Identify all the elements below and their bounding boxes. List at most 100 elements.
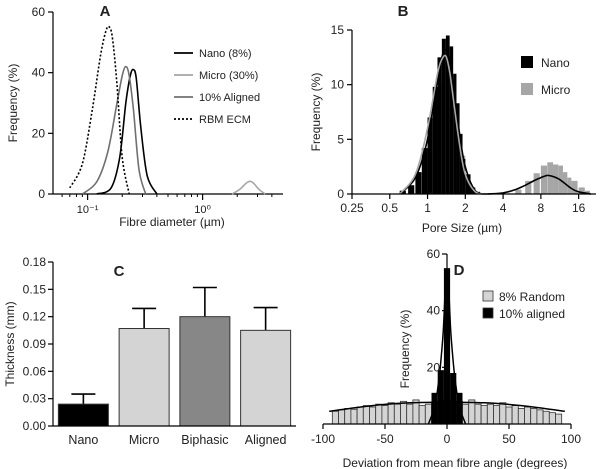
panel-b-bar <box>456 103 460 194</box>
panel-d-bar-random <box>555 413 563 425</box>
panel-a-series-line <box>96 68 158 195</box>
panel-a-y-tick-label: 40 <box>32 66 46 80</box>
panel-b-legend-label: Nano <box>541 56 570 70</box>
panel-d-bar-random <box>393 403 401 425</box>
panel-d-bar-random <box>344 408 352 425</box>
panel-c-x-tick-label: Aligned <box>245 433 287 447</box>
panel-b-x-tick-label: 1 <box>424 201 431 215</box>
panel-a-series-line <box>69 25 130 195</box>
panel-d-x-tick-label: 0 <box>444 432 451 446</box>
panel-a-series-line <box>231 180 266 195</box>
panel-b-bar <box>421 148 428 194</box>
panel-c-y-tick-label: 0.12 <box>23 310 47 324</box>
panel-b-x-tick-label: 0.5 <box>381 201 398 215</box>
panel-d-bar-random <box>548 412 556 425</box>
panel-d-x-tick-label: 100 <box>561 432 581 446</box>
panel-d-bar-random <box>400 400 408 425</box>
panel-b-bar <box>553 164 559 194</box>
panel-b-bar <box>465 174 471 194</box>
panel-b-fit-curve <box>399 48 488 195</box>
panel-d-bar-random <box>338 409 346 425</box>
panel-d-bar-random <box>412 399 420 425</box>
panel-b-y-tick-label: 15 <box>331 23 345 37</box>
panel-d-legend-label: 10% aligned <box>499 307 565 321</box>
panel-label-c: C <box>114 263 125 280</box>
panel-d-bar-aligned <box>437 370 444 424</box>
panel-c-y-tick-label: 0.06 <box>23 364 47 378</box>
panel-c-bar <box>57 403 109 427</box>
panel-d-bar-random <box>387 402 395 425</box>
panel-b-legend-label: Micro <box>541 83 571 97</box>
panel-d-x-tick-label: -100 <box>311 432 335 446</box>
panel-b-bar <box>515 189 522 194</box>
panel-b-x-tick-label: 0.25 <box>340 201 364 215</box>
panel-d-bar-random <box>505 406 513 425</box>
panel-b-bar <box>459 133 463 194</box>
panel-b-bar <box>432 86 438 194</box>
panel-b-y-tick-label: 10 <box>331 78 345 92</box>
panel-b-bar <box>441 38 446 194</box>
panel-a-legend-label: Nano (8%) <box>199 48 252 60</box>
panel-d-bar-random <box>381 405 389 425</box>
panel-c-y-label: Thickness (mm) <box>3 301 17 386</box>
panel-d-y-tick-label: 20 <box>427 360 441 374</box>
panel-d-x-tick-label: 50 <box>502 432 516 446</box>
panel-d-bar-random <box>468 399 476 425</box>
panel-b-bar <box>578 187 585 194</box>
panel-c-y-tick-label: 0.18 <box>23 255 47 269</box>
panel-c-x-tick-label: Micro <box>129 433 160 447</box>
panel-d-y-label: Frequency (%) <box>398 310 412 389</box>
panel-d-bar-random <box>369 406 377 425</box>
panel-a-y-tick-label: 60 <box>32 5 46 19</box>
panel-b-bar <box>408 185 415 194</box>
panel-c-y-tick-label: 0.00 <box>23 419 47 433</box>
panel-b-bar <box>533 173 540 194</box>
panel-c-bar <box>240 329 292 427</box>
panel-c-x-tick-label: Biphasic <box>181 433 228 447</box>
panel-b-bar <box>445 35 450 194</box>
panel-d-bar-random <box>418 405 426 425</box>
panel-b-x-tick-label: 2 <box>462 201 469 215</box>
panel-a-x-tick-label: 10⁰ <box>194 204 211 216</box>
panel-label-b: B <box>398 3 409 20</box>
panel-d-x-tick-label: -50 <box>376 432 394 446</box>
panel-b-x-tick-label: 8 <box>538 201 545 215</box>
panel-b-bar <box>567 177 572 194</box>
panel-b-bar <box>525 180 532 194</box>
panel-d-bar-random <box>517 408 525 425</box>
panel-d-x-label: Deviation from mean fibre angle (degrees… <box>343 456 568 469</box>
panel-b-bar <box>453 73 457 194</box>
panel-b-bar <box>571 180 578 194</box>
panel-c-y-tick-label: 0.03 <box>23 392 47 406</box>
panel-c-y-tick-label: 0.15 <box>23 282 47 296</box>
panel-d-bar-random <box>406 403 414 425</box>
panel-b-bar <box>449 46 454 195</box>
panel-d-legend-swatch <box>482 290 494 302</box>
panel-d-bar-random <box>375 403 383 425</box>
panel-b-bar <box>462 159 466 194</box>
panel-d-bar-random <box>499 402 507 425</box>
panel-c-bar <box>179 316 231 427</box>
panel-b-bar <box>427 117 433 194</box>
panel-a-legend-label: RBM ECM <box>199 114 251 126</box>
panel-b-x-label: Pore Size (µm) <box>422 221 502 235</box>
panel-b-y-label: Frequency (%) <box>309 73 323 152</box>
panel-a-y-tick-label: 0 <box>38 187 45 201</box>
panel-d-y-tick-label: 40 <box>427 304 441 318</box>
panel-d-bar-random <box>493 405 501 425</box>
panel-c-y-tick-label: 0.09 <box>23 337 47 351</box>
panel-d-bar-random <box>542 410 550 425</box>
panel-b-bar <box>415 172 422 194</box>
panel-d-legend-swatch <box>482 307 494 319</box>
panel-d-bar-random <box>536 409 544 425</box>
panel-a-legend-label: 10% Aligned <box>199 92 260 104</box>
panel-d-bar-random <box>474 403 482 425</box>
panel-label-d: D <box>454 262 465 279</box>
panel-b-legend-swatch <box>521 56 533 68</box>
panel-d-bar-random <box>511 405 519 425</box>
panel-b-y-tick-label: 0 <box>337 187 344 201</box>
panel-d-bar-random <box>356 406 364 425</box>
panel-d-bar-random <box>486 403 494 425</box>
panel-label-a: A <box>100 3 111 20</box>
panel-d-bar-random <box>480 405 488 425</box>
